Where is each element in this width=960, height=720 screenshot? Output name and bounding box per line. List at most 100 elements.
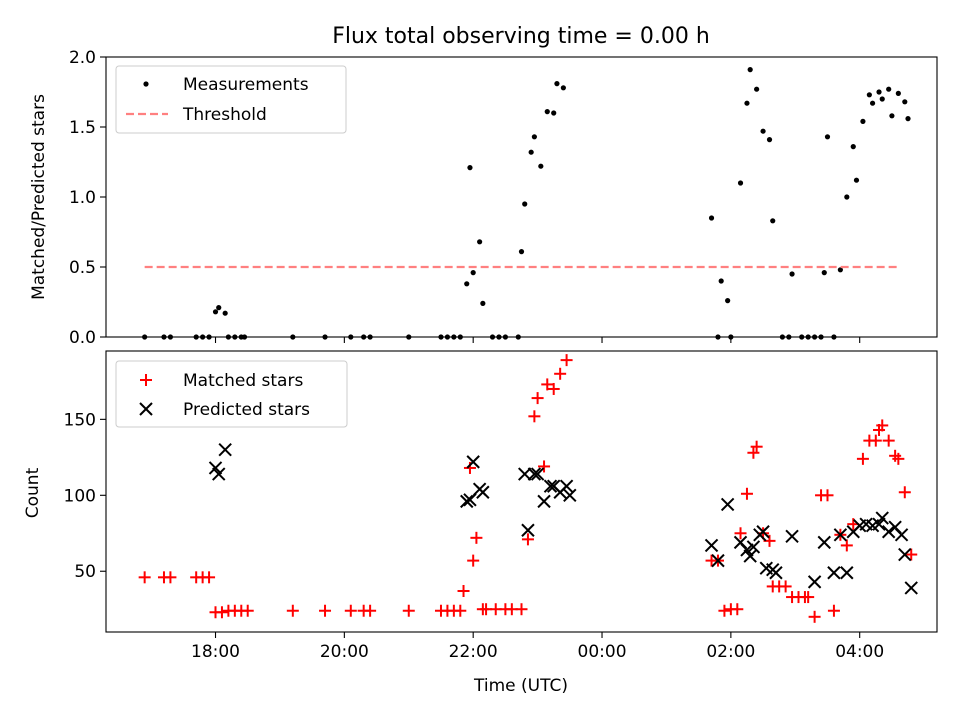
matched-star-point-5 <box>203 571 216 584</box>
predicted-star-point-8 <box>518 467 532 481</box>
predicted-star-point-4 <box>463 493 477 507</box>
measurement-point-73 <box>889 113 895 119</box>
measurement-point-40 <box>560 85 566 91</box>
measurement-point-32 <box>518 249 525 255</box>
matched-star-point-2 <box>164 571 177 584</box>
measurement-point-33 <box>522 201 528 207</box>
matched-star-point-73 <box>898 486 911 499</box>
y-tick-label-1: 0.5 <box>69 258 96 278</box>
matched-star-point-16 <box>364 604 377 617</box>
measurement-point-41 <box>708 215 715 221</box>
predicted-star-point-41 <box>875 511 889 525</box>
measurement-point-55 <box>789 271 795 277</box>
matched-star-point-14 <box>344 604 357 617</box>
matched-star-point-60 <box>821 489 834 502</box>
matched-star-point-48 <box>750 440 763 453</box>
count-y-axis-label: Count <box>23 467 43 518</box>
matched-star-point-39 <box>560 354 573 367</box>
y-tick-label-3: 1.5 <box>69 118 96 138</box>
matched-star-point-17 <box>402 604 415 617</box>
predicted-star-point-23 <box>743 549 757 563</box>
predicted-star-point-5 <box>466 455 480 469</box>
measurement-point-6 <box>212 309 219 315</box>
matched-star-point-37 <box>547 382 560 395</box>
count-panel: 18:00 20:00 22:00 00:00 02:00 04:00 50100150 … <box>23 350 938 696</box>
matched-star-point-74 <box>905 548 918 561</box>
matched-star-point-31 <box>515 603 528 616</box>
count-legend: Matched stars Predicted stars <box>115 360 348 428</box>
legend-matched-label: Matched stars <box>183 371 303 391</box>
matched-star-point-22 <box>457 584 470 597</box>
y-tick-label-4: 2.0 <box>69 48 96 68</box>
measurement-point-46 <box>737 180 744 186</box>
legend-predicted-marker <box>139 402 153 416</box>
matched-star-point-21 <box>454 604 467 617</box>
matched-star-point-69 <box>876 419 889 432</box>
predicted-star-point-20 <box>720 497 735 512</box>
measurement-point-39 <box>554 81 560 87</box>
ratio-y-axis-label: Matched/Predicted stars <box>29 94 49 300</box>
predicted-star-point-29 <box>769 566 783 580</box>
measurement-point-70 <box>876 89 882 95</box>
matched-star-point-33 <box>528 410 541 423</box>
measurement-point-35 <box>531 134 537 140</box>
legend-measurements-marker <box>143 81 149 87</box>
matched-star-point-36 <box>541 378 554 391</box>
measurement-point-49 <box>754 86 760 92</box>
measurement-point-48 <box>747 67 753 73</box>
measurements-points <box>142 67 911 340</box>
measurement-point-69 <box>869 100 876 106</box>
ratio-y-ticks: 0.0 0.5 1.0 1.5 2.0 <box>69 48 106 348</box>
ratio-x-ticks <box>214 337 861 343</box>
measurement-point-23 <box>464 281 470 287</box>
y-tick-label-2: 1.0 <box>69 188 96 208</box>
measurement-point-66 <box>853 177 860 183</box>
measurement-point-71 <box>879 96 885 102</box>
predicted-star-point-16 <box>559 479 574 493</box>
predicted-star-point-9 <box>521 523 535 537</box>
measurement-point-27 <box>480 300 486 306</box>
measurement-point-47 <box>744 100 750 106</box>
measurement-point-52 <box>770 218 776 224</box>
matched-star-point-58 <box>808 610 821 623</box>
matched-star-point-12 <box>286 604 299 617</box>
legend-matched-marker <box>140 374 152 386</box>
matched-star-point-72 <box>892 452 905 465</box>
measurement-point-43 <box>718 278 724 284</box>
measurement-point-51 <box>766 137 773 143</box>
matched-star-point-32 <box>521 533 534 546</box>
matched-star-point-53 <box>779 580 792 593</box>
y-tick-label-1: 100 <box>64 486 96 506</box>
matched-star-point-70 <box>882 434 895 447</box>
matched-star-point-42 <box>718 604 731 617</box>
matched-star-point-47 <box>747 446 760 459</box>
predicted-star-point-24 <box>746 540 761 554</box>
ratio-legend: Measurements Threshold <box>115 65 347 134</box>
measurement-point-74 <box>895 90 901 96</box>
matched-star-point-65 <box>856 452 869 465</box>
predicted-star-point-42 <box>881 525 896 539</box>
predicted-star-point-3 <box>460 494 474 509</box>
matched-star-point-46 <box>740 487 753 500</box>
matched-star-point-44 <box>731 603 744 616</box>
predicted-stars-points <box>208 443 918 595</box>
measurement-point-63 <box>837 267 843 273</box>
measurement-point-38 <box>551 110 557 116</box>
predicted-star-point-35 <box>840 566 854 580</box>
count-x-ticks: 18:00 20:00 22:00 00:00 02:00 04:00 <box>191 632 884 662</box>
predicted-star-point-13 <box>543 479 558 493</box>
x-tick-label-0: 18:00 <box>191 642 240 662</box>
y-tick-label-0: 50 <box>74 562 96 582</box>
x-tick-label-4: 02:00 <box>706 642 755 662</box>
predicted-star-point-32 <box>817 535 831 550</box>
matched-star-point-45 <box>734 527 747 540</box>
measurement-point-25 <box>470 270 476 276</box>
predicted-star-point-34 <box>833 528 848 542</box>
y-tick-label-2: 150 <box>64 410 96 430</box>
matched-star-point-0 <box>138 571 151 584</box>
matched-star-point-38 <box>554 367 567 380</box>
measurement-point-65 <box>850 144 856 150</box>
predicted-star-point-10 <box>527 467 542 481</box>
y-tick-label-0: 0.0 <box>69 328 96 348</box>
x-tick-label-2: 22:00 <box>449 642 498 662</box>
